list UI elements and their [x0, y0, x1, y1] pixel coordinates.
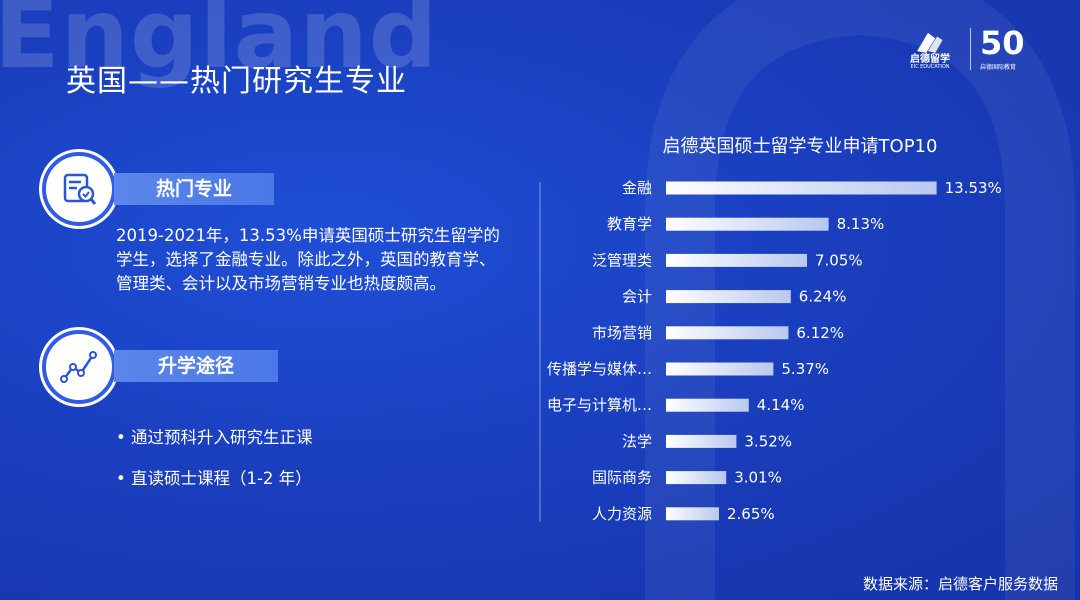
value-label: 6.12%	[796, 324, 844, 342]
background-arc-decoration	[645, 0, 1075, 600]
category-label: 市场营销	[592, 324, 652, 342]
category-label: 会计	[622, 288, 652, 306]
value-label: 5.37%	[781, 360, 829, 378]
category-label: 国际商务	[592, 469, 652, 487]
bar	[666, 181, 937, 195]
data-source-note: 数据来源：启德客户服务数据	[862, 575, 1058, 593]
category-label: 传播学与媒体…	[547, 360, 652, 378]
bar	[666, 398, 749, 412]
checklist-magnifier-icon	[42, 152, 116, 226]
background-watermark-word: England	[0, 0, 439, 90]
value-label: 7.05%	[815, 251, 863, 269]
top10-majors-bar-chart: 金融 13.53% 教育学 8.13% 泛管理类 7.05% 会计 6.24% 市场营销 6.12…	[539, 179, 1002, 523]
bar	[666, 507, 719, 521]
bar	[666, 326, 789, 340]
logo-50-subtitle: 启德国际教育	[980, 64, 1017, 71]
bar	[666, 217, 829, 231]
bar	[666, 434, 737, 448]
value-label: 3.52%	[744, 432, 792, 450]
category-label: 电子与计算机…	[547, 396, 652, 414]
pathway-bullet-2: • 直读硕士课程（1-2 年）	[116, 469, 312, 488]
brand-logo: 启德留学 EIC EDUCATION 50 启德国际教育	[908, 24, 1048, 74]
category-label: 教育学	[607, 215, 652, 233]
hot-majors-description: 2019-2021年，13.53%申请英国硕士研究生留学的学生，选择了金融专业。…	[116, 226, 500, 293]
category-label: 法学	[622, 432, 652, 450]
trend-line-icon	[42, 330, 116, 404]
logo-50-years: 50	[980, 24, 1025, 62]
value-label: 13.53%	[945, 179, 1002, 197]
category-label: 泛管理类	[592, 251, 652, 269]
value-label: 8.13%	[837, 215, 885, 233]
bar	[666, 362, 774, 376]
category-label: 人力资源	[592, 505, 652, 523]
value-label: 3.01%	[734, 469, 782, 487]
value-label: 4.14%	[757, 396, 805, 414]
bar	[666, 471, 727, 485]
bar	[666, 253, 807, 267]
value-label: 6.24%	[799, 288, 847, 306]
pathway-bullet-1: • 通过预科升入研究生正课	[116, 428, 313, 447]
page-title: 英国——热门研究生专业	[66, 64, 407, 99]
logo-name: 启德留学	[910, 54, 950, 65]
pathway-bullet-1-text: 通过预科升入研究生正课	[130, 428, 313, 447]
chart-title: 启德英国硕士留学专业申请TOP10	[662, 136, 938, 157]
bar	[666, 290, 791, 304]
value-label: 2.65%	[727, 505, 775, 523]
logo-subtitle: EIC EDUCATION	[910, 64, 950, 70]
section-label-hot-majors: 热门专业	[114, 173, 274, 205]
logo-mark-icon	[917, 32, 943, 53]
pathway-bullet-2-text: 直读硕士课程（1-2 年）	[130, 469, 312, 488]
section-label-pathways: 升学途径	[114, 350, 278, 382]
category-label: 金融	[622, 179, 652, 197]
logo-separator	[970, 28, 971, 70]
